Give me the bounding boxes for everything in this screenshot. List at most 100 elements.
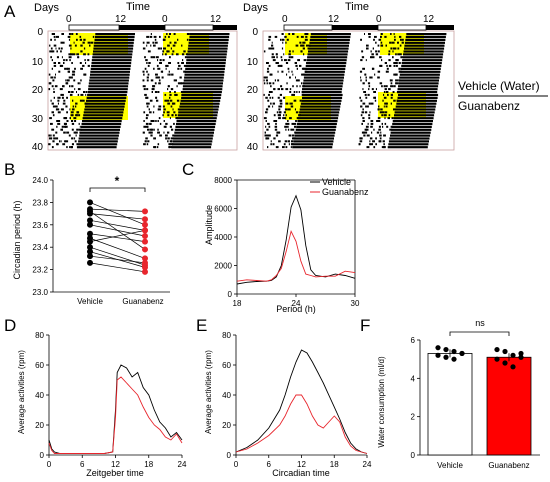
activity-speck bbox=[158, 82, 161, 85]
y-tick-label: 20 bbox=[222, 421, 231, 430]
activity-speck bbox=[271, 53, 274, 56]
activity-bar bbox=[402, 59, 443, 62]
activity-speck bbox=[266, 128, 269, 131]
activity-bar bbox=[402, 56, 443, 59]
activity-speck bbox=[291, 93, 294, 96]
activity-speck bbox=[290, 128, 292, 131]
activity-bar bbox=[303, 82, 344, 85]
activity-bar bbox=[172, 140, 213, 143]
individual-point bbox=[502, 360, 508, 366]
activity-speck bbox=[374, 35, 377, 38]
activity-speck bbox=[167, 114, 170, 117]
activity-speck bbox=[55, 73, 56, 76]
activity-speck bbox=[278, 105, 281, 108]
activity-speck bbox=[145, 96, 148, 99]
activity-speck bbox=[289, 76, 291, 79]
x-tick-label: 18 bbox=[233, 299, 242, 308]
activity-bar bbox=[397, 91, 438, 94]
activity-speck bbox=[76, 143, 78, 146]
yellow-block-8 bbox=[378, 92, 426, 118]
activity-speck bbox=[51, 137, 53, 140]
activity-speck bbox=[142, 47, 146, 50]
activity-speck bbox=[268, 38, 271, 41]
activity-speck bbox=[387, 93, 389, 96]
activity-speck bbox=[393, 85, 396, 88]
activity-speck bbox=[173, 79, 175, 82]
dark-bar-black-1 bbox=[119, 25, 165, 30]
activity-speck bbox=[165, 134, 168, 137]
activity-speck bbox=[292, 73, 294, 76]
activity-speck bbox=[163, 111, 165, 114]
activity-bar bbox=[293, 137, 334, 140]
y-tick-label: 23.6 bbox=[32, 221, 48, 230]
activity-speck bbox=[295, 64, 298, 67]
activity-speck bbox=[158, 79, 161, 82]
b-data-marks bbox=[87, 199, 148, 275]
activity-bar bbox=[399, 73, 440, 76]
activity-speck bbox=[55, 131, 58, 134]
activity-bar bbox=[79, 131, 120, 134]
activity-bar bbox=[189, 35, 230, 39]
activity-bar bbox=[302, 93, 343, 97]
panel-letter-b: B bbox=[4, 160, 16, 179]
activity-speck bbox=[390, 85, 394, 88]
activity-speck bbox=[58, 96, 61, 99]
activity-speck bbox=[377, 120, 379, 122]
activity-bar bbox=[292, 143, 333, 146]
activity-speck bbox=[287, 59, 291, 62]
activity-speck bbox=[56, 143, 59, 146]
activity-speck bbox=[173, 122, 175, 125]
activity-speck bbox=[174, 41, 177, 44]
activity-speck bbox=[51, 33, 55, 35]
activity-speck bbox=[289, 88, 292, 91]
activity-speck bbox=[50, 56, 52, 59]
activity-speck bbox=[71, 128, 74, 131]
day-tick-40-left: 40 bbox=[32, 142, 44, 153]
activity-speck bbox=[304, 41, 306, 44]
activity-speck bbox=[296, 35, 299, 38]
activity-bar bbox=[93, 44, 134, 47]
activity-speck bbox=[292, 93, 295, 96]
activity-bar bbox=[299, 108, 340, 111]
activity-speck bbox=[68, 91, 71, 93]
activity-speck bbox=[283, 53, 285, 56]
activity-speck bbox=[379, 140, 382, 143]
yellow-block-7 bbox=[285, 96, 331, 120]
activity-speck bbox=[272, 102, 275, 105]
activity-speck bbox=[169, 93, 172, 96]
activity-speck bbox=[62, 143, 66, 146]
activity-speck bbox=[57, 122, 61, 125]
activity-speck bbox=[283, 96, 285, 99]
time-label-right: Time bbox=[345, 1, 369, 13]
activity-speck bbox=[67, 67, 70, 70]
activity-bar bbox=[89, 79, 129, 82]
activity-bar bbox=[293, 140, 334, 143]
activity-speck bbox=[159, 122, 162, 125]
days-label-left: Days bbox=[34, 2, 60, 14]
activity-speck bbox=[186, 38, 189, 41]
activity-speck bbox=[80, 50, 83, 53]
activity-bar bbox=[91, 59, 132, 62]
activity-speck bbox=[396, 99, 399, 102]
activity-speck bbox=[378, 128, 381, 131]
activity-speck bbox=[303, 67, 305, 70]
activity-speck bbox=[150, 131, 153, 134]
activity-speck bbox=[383, 93, 385, 96]
activity-speck bbox=[68, 44, 72, 47]
activity-speck bbox=[369, 111, 371, 114]
series-line-0 bbox=[236, 194, 356, 285]
activity-speck bbox=[153, 128, 155, 131]
activity-speck bbox=[163, 125, 167, 128]
activity-bar bbox=[95, 33, 135, 36]
activity-speck bbox=[288, 140, 290, 143]
paired-line bbox=[89, 233, 146, 242]
activity-speck bbox=[60, 128, 63, 131]
activity-speck bbox=[56, 56, 59, 59]
vehicle-point bbox=[87, 248, 93, 255]
activity-speck bbox=[278, 131, 280, 134]
activity-speck bbox=[265, 96, 268, 99]
activity-speck bbox=[273, 137, 276, 140]
activity-speck bbox=[373, 91, 376, 93]
activity-speck bbox=[266, 62, 269, 64]
activity-speck bbox=[82, 64, 85, 67]
